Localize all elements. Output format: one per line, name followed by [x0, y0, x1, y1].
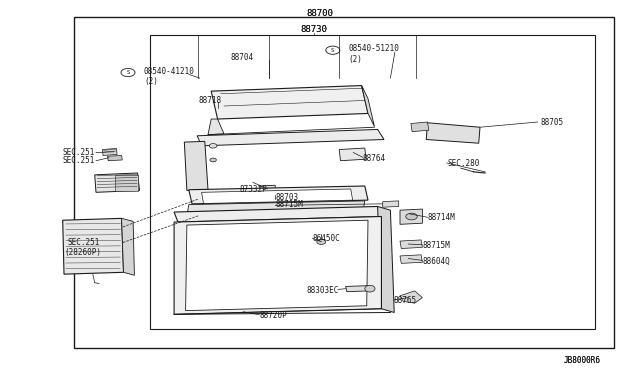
Text: 86450C: 86450C: [312, 234, 340, 243]
Text: 88700: 88700: [307, 9, 333, 17]
Text: 88705: 88705: [541, 118, 564, 127]
Text: 88765: 88765: [394, 296, 417, 305]
Polygon shape: [186, 220, 368, 311]
Polygon shape: [208, 119, 224, 135]
Bar: [150, 35, 595, 329]
Polygon shape: [174, 217, 381, 314]
Ellipse shape: [365, 285, 375, 292]
Polygon shape: [63, 218, 124, 274]
Text: 88703: 88703: [275, 193, 298, 202]
Text: S: S: [126, 70, 130, 75]
Polygon shape: [378, 206, 394, 312]
Bar: [115, 175, 138, 191]
Text: S: S: [331, 48, 335, 53]
Polygon shape: [426, 123, 480, 143]
Text: SEC.280: SEC.280: [448, 159, 481, 168]
Bar: [74, 17, 614, 348]
Polygon shape: [259, 185, 276, 200]
Polygon shape: [202, 189, 353, 203]
Polygon shape: [339, 148, 366, 161]
Polygon shape: [362, 86, 374, 126]
Polygon shape: [95, 173, 140, 192]
Polygon shape: [383, 201, 399, 207]
Text: 88604Q: 88604Q: [422, 257, 450, 266]
Text: 88303EC: 88303EC: [307, 286, 339, 295]
Polygon shape: [400, 209, 422, 224]
Polygon shape: [400, 240, 422, 248]
Text: 08540-41210
(2): 08540-41210 (2): [144, 67, 195, 86]
Text: SEC.251: SEC.251: [62, 148, 95, 157]
Polygon shape: [411, 122, 429, 132]
Text: 88714M: 88714M: [428, 213, 455, 222]
Text: 08540-51210
(2): 08540-51210 (2): [349, 44, 399, 64]
Polygon shape: [174, 206, 381, 222]
Polygon shape: [211, 86, 368, 119]
Text: JB8000R6: JB8000R6: [564, 356, 601, 365]
Circle shape: [210, 158, 216, 162]
Polygon shape: [122, 218, 134, 275]
Text: JB8000R6: JB8000R6: [564, 356, 601, 365]
Circle shape: [317, 239, 326, 244]
Polygon shape: [346, 286, 369, 292]
Text: 88718: 88718: [198, 96, 221, 105]
Polygon shape: [189, 186, 368, 204]
Circle shape: [406, 213, 417, 220]
Text: SEC.251: SEC.251: [62, 156, 95, 165]
Polygon shape: [184, 141, 208, 190]
Text: 88720P: 88720P: [259, 311, 287, 320]
Text: 88704: 88704: [230, 53, 253, 62]
Text: 87332P: 87332P: [240, 185, 268, 194]
Polygon shape: [188, 201, 365, 212]
Text: 88715M: 88715M: [275, 200, 303, 209]
Polygon shape: [108, 155, 122, 161]
Polygon shape: [102, 148, 117, 155]
Text: 88730: 88730: [300, 25, 327, 34]
Text: 88715M: 88715M: [422, 241, 450, 250]
Text: 88764: 88764: [363, 154, 386, 163]
Polygon shape: [197, 129, 384, 146]
Polygon shape: [400, 291, 422, 303]
Text: 88730: 88730: [300, 25, 327, 34]
Text: SEC.251
(28260P): SEC.251 (28260P): [65, 238, 102, 257]
Text: 88700: 88700: [307, 9, 333, 17]
Circle shape: [209, 144, 217, 148]
Polygon shape: [400, 255, 422, 263]
